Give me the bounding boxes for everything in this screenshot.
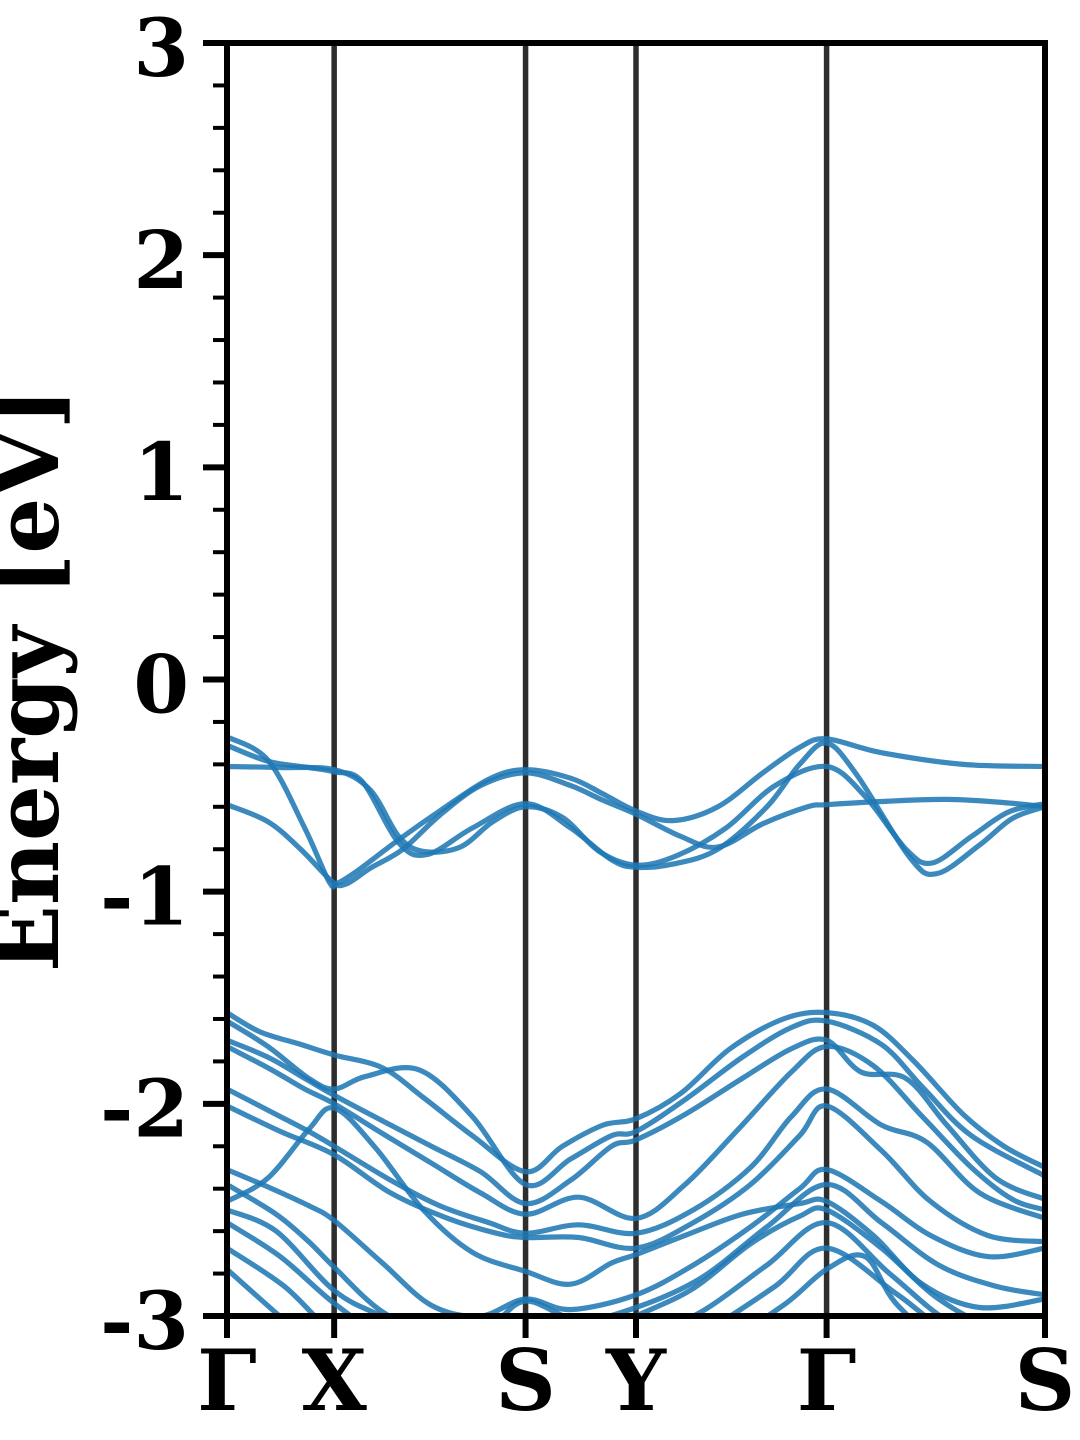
band-line	[227, 763, 1045, 868]
band-line	[227, 734, 1045, 890]
y-tick-label: 3	[133, 1, 189, 95]
kpoint-label-X: X	[302, 1331, 368, 1430]
kpoint-gridlines	[224, 43, 1048, 1316]
y-axis-ticks	[203, 40, 227, 1319]
band-line	[227, 1245, 930, 1316]
band-line	[227, 1036, 1045, 1207]
y-tick-label: -1	[100, 849, 189, 943]
x-axis-ticks	[224, 1316, 1048, 1338]
band-line	[227, 1043, 1045, 1222]
band-line	[227, 1220, 946, 1316]
y-tick-labels: 3 2 1 0 -1 -2 -3	[100, 1, 189, 1368]
band-lines	[227, 734, 1045, 1316]
kpoint-label-Y: Y	[605, 1331, 667, 1430]
y-tick-label: -2	[100, 1062, 189, 1156]
y-tick-label: 1	[133, 425, 189, 519]
kpoint-label-Γ: Γ	[797, 1331, 857, 1430]
band-line	[227, 1086, 1045, 1237]
y-axis-label: Energy [eV]	[0, 388, 79, 972]
kpoint-label-Γ: Γ	[197, 1331, 257, 1430]
y-tick-label: -3	[100, 1274, 189, 1368]
band-line	[227, 1103, 1045, 1252]
y-tick-label: 2	[133, 213, 189, 307]
kpoint-label-S: S	[1015, 1331, 1076, 1430]
band-line	[227, 1105, 1045, 1311]
band-line	[227, 1181, 1045, 1316]
y-tick-label: 0	[133, 637, 189, 731]
band-line	[227, 770, 1045, 889]
band-line	[227, 1009, 1045, 1175]
band-line	[227, 1166, 1045, 1316]
kpoint-label-S: S	[495, 1331, 556, 1430]
band-line	[227, 1252, 912, 1316]
band-line	[227, 1017, 1045, 1189]
